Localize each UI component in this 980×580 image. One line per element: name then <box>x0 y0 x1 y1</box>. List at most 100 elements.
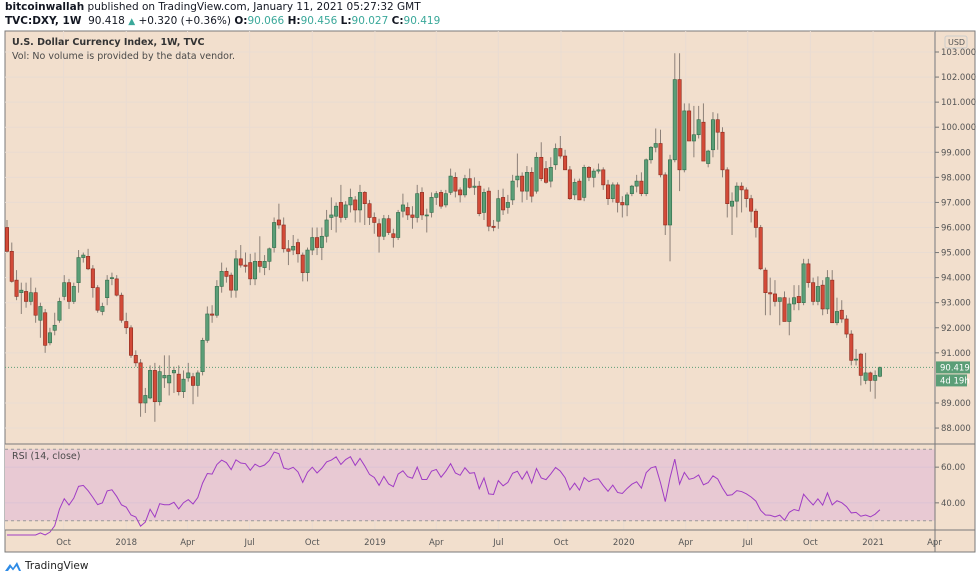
candle[interactable] <box>701 103 706 162</box>
candle[interactable] <box>248 253 253 286</box>
candle[interactable] <box>544 161 549 184</box>
candle[interactable] <box>200 337 205 376</box>
candle[interactable] <box>434 191 439 205</box>
candle[interactable] <box>577 178 582 201</box>
candle[interactable] <box>477 181 482 217</box>
candle[interactable] <box>486 187 491 232</box>
candle[interactable] <box>214 280 219 318</box>
candle[interactable] <box>357 184 362 223</box>
candle[interactable] <box>710 112 715 158</box>
candle[interactable] <box>133 350 138 367</box>
candle[interactable] <box>105 275 110 306</box>
candle[interactable] <box>33 287 38 323</box>
candle[interactable] <box>191 372 196 405</box>
candle[interactable] <box>586 166 591 182</box>
candle[interactable] <box>634 174 639 193</box>
candle[interactable] <box>396 209 401 241</box>
candle[interactable] <box>100 302 105 316</box>
candle[interactable] <box>591 168 596 188</box>
candle[interactable] <box>663 172 668 236</box>
candle[interactable] <box>601 167 606 190</box>
candle[interactable] <box>300 252 305 282</box>
candle[interactable] <box>334 202 339 233</box>
candle[interactable] <box>124 312 129 335</box>
candle[interactable] <box>319 227 324 261</box>
candle[interactable] <box>148 365 153 400</box>
candle[interactable] <box>796 285 801 311</box>
candle[interactable] <box>162 355 167 388</box>
candle[interactable] <box>205 306 210 343</box>
candle[interactable] <box>24 282 29 308</box>
candle[interactable] <box>639 172 644 197</box>
candle[interactable] <box>567 166 572 200</box>
candle[interactable] <box>849 330 854 366</box>
candle[interactable] <box>377 218 382 253</box>
candle[interactable] <box>677 53 682 192</box>
candle[interactable] <box>229 272 234 298</box>
candle[interactable] <box>257 236 262 273</box>
candle[interactable] <box>572 178 577 200</box>
candle[interactable] <box>653 128 658 153</box>
candle[interactable] <box>691 105 696 158</box>
candle[interactable] <box>768 277 773 316</box>
candle[interactable] <box>672 53 677 163</box>
candle[interactable] <box>219 262 224 293</box>
candle[interactable] <box>281 217 286 253</box>
candle[interactable] <box>815 276 820 306</box>
candle[interactable] <box>558 135 563 159</box>
candle[interactable] <box>782 291 787 322</box>
candle[interactable] <box>52 312 57 336</box>
candle[interactable] <box>515 153 520 188</box>
candle[interactable] <box>305 247 310 282</box>
candle[interactable] <box>720 127 725 178</box>
candle[interactable] <box>138 359 143 417</box>
candle[interactable] <box>491 219 496 232</box>
candle[interactable] <box>682 103 687 173</box>
candle[interactable] <box>119 292 124 323</box>
candle[interactable] <box>501 188 506 215</box>
candle[interactable] <box>510 174 515 205</box>
candle[interactable] <box>43 308 48 353</box>
candle[interactable] <box>410 206 415 229</box>
candle[interactable] <box>467 168 472 189</box>
candle[interactable] <box>763 267 768 316</box>
candle[interactable] <box>143 387 148 414</box>
candle[interactable] <box>453 172 458 198</box>
candle[interactable] <box>71 282 76 304</box>
candle[interactable] <box>734 182 739 218</box>
candle[interactable] <box>253 252 258 286</box>
candle[interactable] <box>801 258 806 306</box>
candle[interactable] <box>839 300 844 323</box>
candle[interactable] <box>439 189 444 209</box>
candle[interactable] <box>606 179 611 205</box>
candle[interactable] <box>9 242 14 283</box>
candle[interactable] <box>76 250 81 293</box>
candle[interactable] <box>706 149 711 168</box>
candle[interactable] <box>844 315 849 338</box>
candle[interactable] <box>348 188 353 213</box>
candle[interactable] <box>19 282 24 314</box>
candle[interactable] <box>267 247 272 271</box>
candle[interactable] <box>81 252 86 263</box>
candle[interactable] <box>873 370 878 399</box>
candle[interactable] <box>329 197 334 230</box>
candle[interactable] <box>272 217 277 253</box>
candle[interactable] <box>109 272 114 286</box>
candle[interactable] <box>129 325 134 358</box>
candle[interactable] <box>195 370 200 397</box>
candle[interactable] <box>687 103 692 142</box>
candle[interactable] <box>462 174 467 198</box>
candle[interactable] <box>243 252 248 273</box>
candle[interactable] <box>877 366 882 378</box>
candle[interactable] <box>291 235 296 256</box>
candle[interactable] <box>749 194 754 223</box>
candle[interactable] <box>419 187 424 220</box>
candle[interactable] <box>730 192 735 236</box>
candle[interactable] <box>276 203 281 229</box>
candle[interactable] <box>563 149 568 171</box>
candle[interactable] <box>310 227 315 256</box>
candle[interactable] <box>863 352 868 385</box>
author[interactable]: bitcoinwallah <box>5 1 85 13</box>
candle[interactable] <box>181 370 186 398</box>
